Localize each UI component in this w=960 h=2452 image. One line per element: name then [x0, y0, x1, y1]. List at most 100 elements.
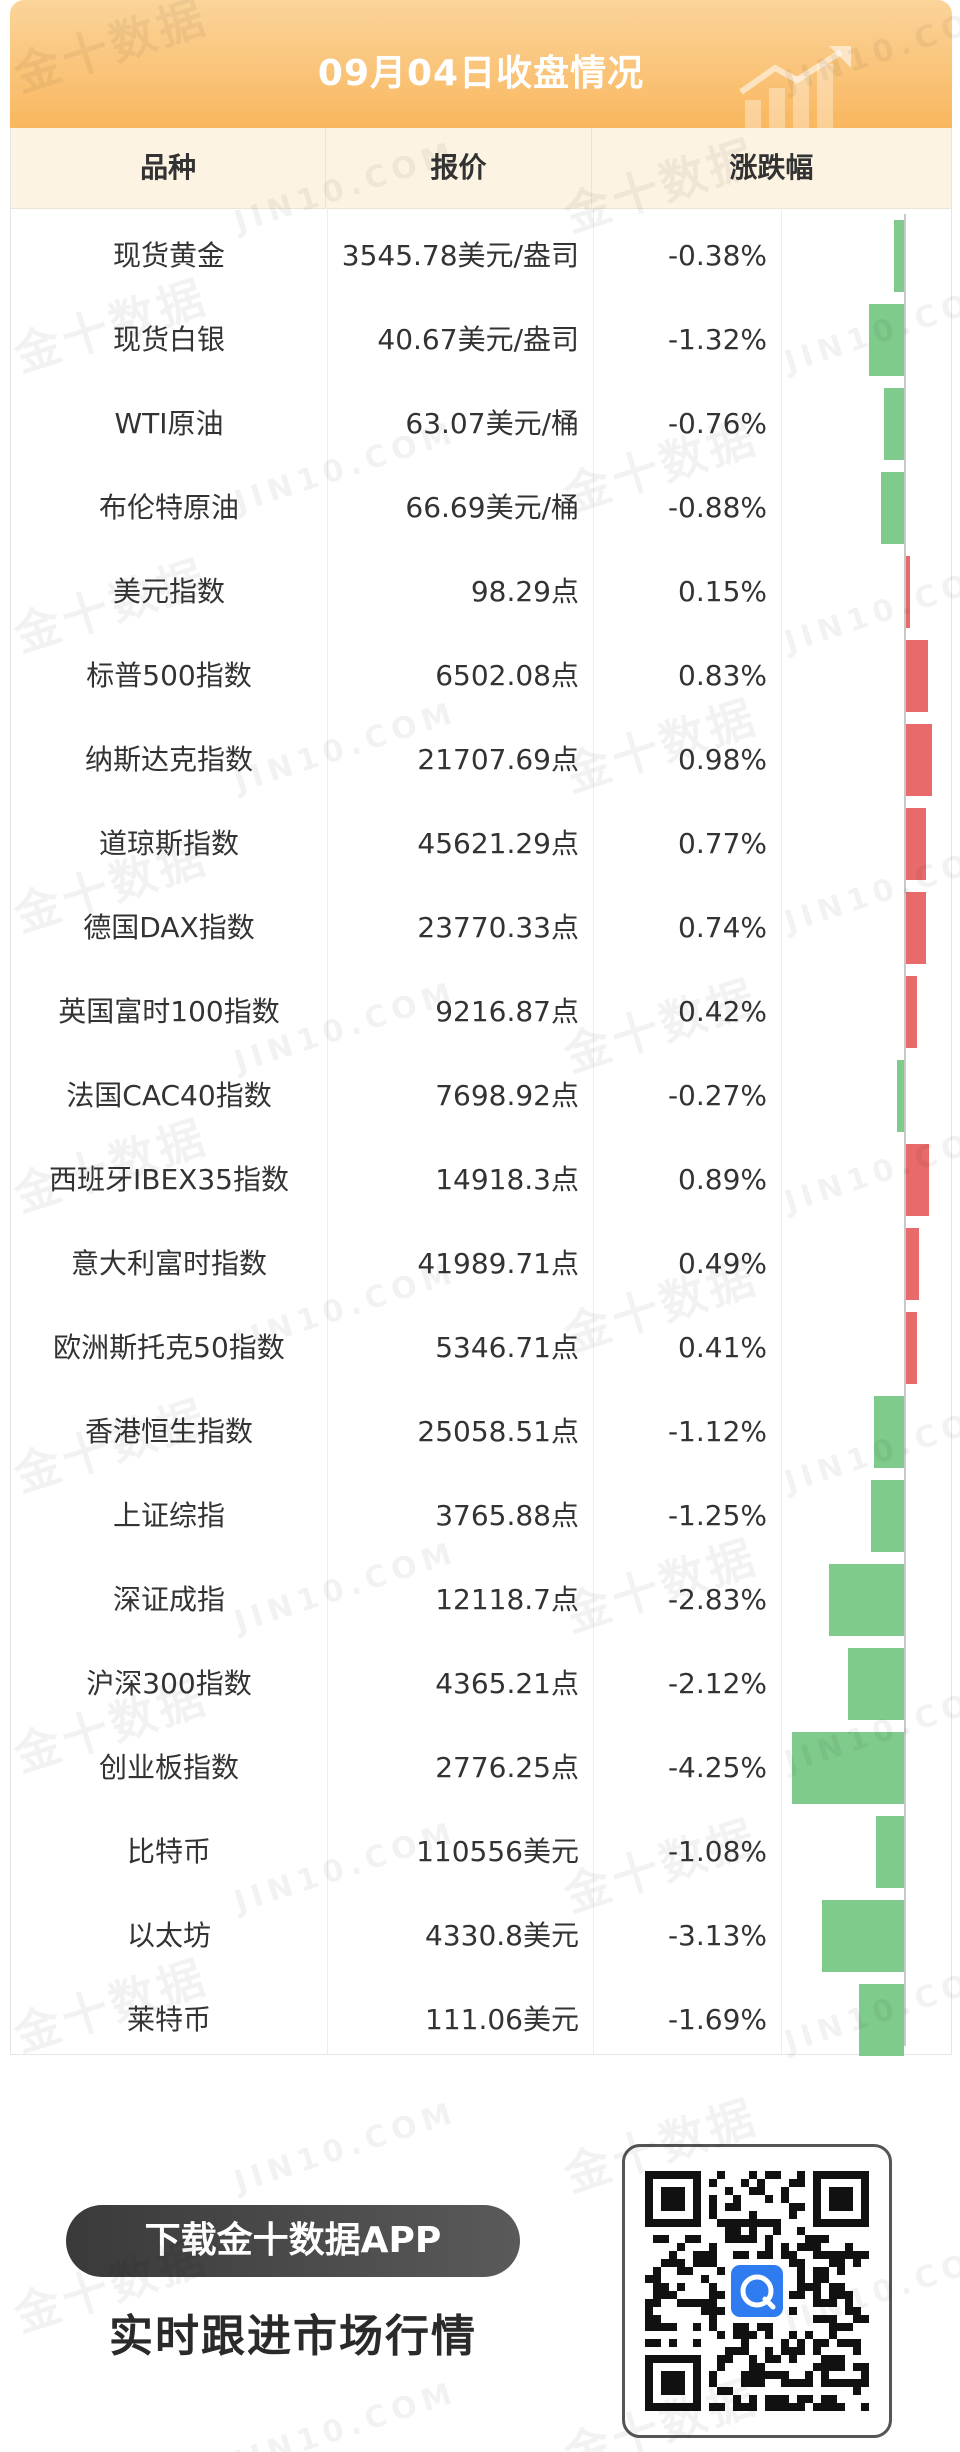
instrument-change: 0.42% [678, 995, 767, 1028]
change-bar-negative [875, 1816, 904, 1888]
column-divider [781, 208, 782, 2054]
instrument-name: 现货黄金 [112, 239, 225, 272]
table-row: 以太坊 4330.8美元 -3.13% [11, 1894, 951, 1978]
instrument-price: 4330.8美元 [425, 1919, 579, 1952]
instrument-name: 现货白银 [112, 323, 225, 356]
table-row: 英国富时100指数 9216.87点 0.42% [11, 970, 951, 1054]
instrument-change: -0.38% [667, 239, 767, 272]
instrument-name: 英国富时100指数 [58, 995, 280, 1028]
table-row: 纳斯达克指数 21707.69点 0.98% [11, 718, 951, 802]
instrument-name: 纳斯达克指数 [84, 743, 253, 776]
table-row: 创业板指数 2776.25点 -4.25% [11, 1726, 951, 1810]
instrument-change: -3.13% [667, 1919, 767, 1952]
instrument-name: 以太坊 [126, 1919, 211, 1952]
table-row: 布伦特原油 66.69美元/桶 -0.88% [11, 466, 951, 550]
table-row: 比特币 110556美元 -1.08% [11, 1810, 951, 1894]
table-row: 欧洲斯托克50指数 5346.71点 0.41% [11, 1306, 951, 1390]
instrument-name: 布伦特原油 [98, 491, 239, 524]
instrument-change: -4.25% [667, 1751, 767, 1784]
download-app-button[interactable]: 下载金十数据APP [66, 2205, 520, 2277]
report-header: 09月04日收盘情况 [10, 0, 952, 128]
instrument-price: 6502.08点 [435, 659, 579, 692]
change-bar-negative [874, 1396, 904, 1468]
market-table: 品种 报价 涨跌幅 现货黄金 3545.78美元/盎司 -0.38% 现货白银 40.6… [10, 128, 952, 2056]
instrument-name: 美元指数 [112, 575, 225, 608]
change-bar-negative [883, 388, 904, 460]
instrument-name: 创业板指数 [98, 1751, 239, 1784]
instrument-change: -1.32% [667, 323, 767, 356]
column-header-name: 品种 [11, 128, 327, 208]
qr-code-frame [622, 2144, 892, 2438]
instrument-price: 2776.25点 [435, 1751, 579, 1784]
instrument-price: 12118.7点 [435, 1583, 579, 1616]
instrument-price: 7698.92点 [435, 1079, 579, 1112]
change-bar-negative [829, 1564, 904, 1636]
instrument-price: 41989.71点 [417, 1247, 579, 1280]
instrument-change: -1.69% [667, 2003, 767, 2036]
table-row: WTI原油 63.07美元/桶 -0.76% [11, 382, 951, 466]
instrument-change: 0.49% [678, 1247, 767, 1280]
instrument-name: 欧洲斯托克50指数 [53, 1331, 285, 1364]
change-bar-positive [906, 1228, 919, 1300]
instrument-change: 0.89% [678, 1163, 767, 1196]
instrument-price: 45621.29点 [417, 827, 579, 860]
instrument-change: -0.88% [667, 491, 767, 524]
instrument-name: 上证综指 [112, 1499, 225, 1532]
instrument-price: 4365.21点 [435, 1667, 579, 1700]
table-row: 西班牙IBEX35指数 14918.3点 0.89% [11, 1138, 951, 1222]
instrument-change: 0.98% [678, 743, 767, 776]
instrument-name: 比特币 [126, 1835, 211, 1868]
instrument-change: -0.27% [667, 1079, 767, 1112]
column-divider [593, 208, 594, 2054]
change-bar-negative [893, 220, 904, 292]
instrument-name: 道琼斯指数 [98, 827, 239, 860]
instrument-price: 5346.71点 [435, 1331, 579, 1364]
table-row: 现货黄金 3545.78美元/盎司 -0.38% [11, 214, 951, 298]
report-title: 09月04日收盘情况 [317, 53, 645, 94]
change-bar-axis [904, 214, 906, 2046]
instrument-change: -0.76% [667, 407, 767, 440]
table-row: 法国CAC40指数 7698.92点 -0.27% [11, 1054, 951, 1138]
instrument-name: 意大利富时指数 [70, 1247, 267, 1280]
change-bar-positive [906, 724, 932, 796]
instrument-name: 沪深300指数 [86, 1667, 252, 1700]
column-header-price: 报价 [326, 128, 592, 208]
instrument-change: -1.25% [667, 1499, 767, 1532]
instrument-price: 21707.69点 [417, 743, 579, 776]
instrument-price: 3545.78美元/盎司 [341, 239, 579, 272]
table-row: 现货白银 40.67美元/盎司 -1.32% [11, 298, 951, 382]
change-bar-positive [906, 556, 910, 628]
change-bar-negative [859, 1984, 904, 2056]
instrument-name: 莱特币 [126, 2003, 211, 2036]
change-bar-positive [906, 892, 926, 964]
instrument-price: 14918.3点 [435, 1163, 579, 1196]
table-row: 深证成指 12118.7点 -2.83% [11, 1558, 951, 1642]
instrument-change: 0.77% [678, 827, 767, 860]
column-header-change: 涨跌幅 [729, 151, 814, 184]
instrument-name: 德国DAX指数 [83, 911, 255, 944]
instrument-price: 66.69美元/桶 [405, 491, 579, 524]
instrument-price: 98.29点 [470, 575, 579, 608]
column-divider [327, 208, 328, 2054]
change-bar-negative [880, 472, 904, 544]
table-row: 道琼斯指数 45621.29点 0.77% [11, 802, 951, 886]
change-bar-positive [906, 640, 928, 712]
table-row: 美元指数 98.29点 0.15% [11, 550, 951, 634]
instrument-change: -2.83% [667, 1583, 767, 1616]
change-bar-negative [896, 1060, 904, 1132]
instrument-change: 0.41% [678, 1331, 767, 1364]
change-bar-positive [906, 1312, 917, 1384]
qr-code-icon [645, 2171, 869, 2411]
instrument-change: -2.12% [667, 1667, 767, 1700]
table-row: 意大利富时指数 41989.71点 0.49% [11, 1222, 951, 1306]
change-bar-negative [792, 1732, 904, 1804]
instrument-change: 0.15% [678, 575, 767, 608]
instrument-name: 法国CAC40指数 [66, 1079, 272, 1112]
instrument-change: 0.74% [678, 911, 767, 944]
change-bar-positive [906, 976, 918, 1048]
instrument-price: 63.07美元/桶 [405, 407, 579, 440]
footer-slogan: 实时跟进市场行情 [109, 2311, 477, 2362]
change-bar-negative [848, 1648, 904, 1720]
change-bar-negative [871, 1480, 904, 1552]
change-bar-negative [821, 1900, 904, 1972]
